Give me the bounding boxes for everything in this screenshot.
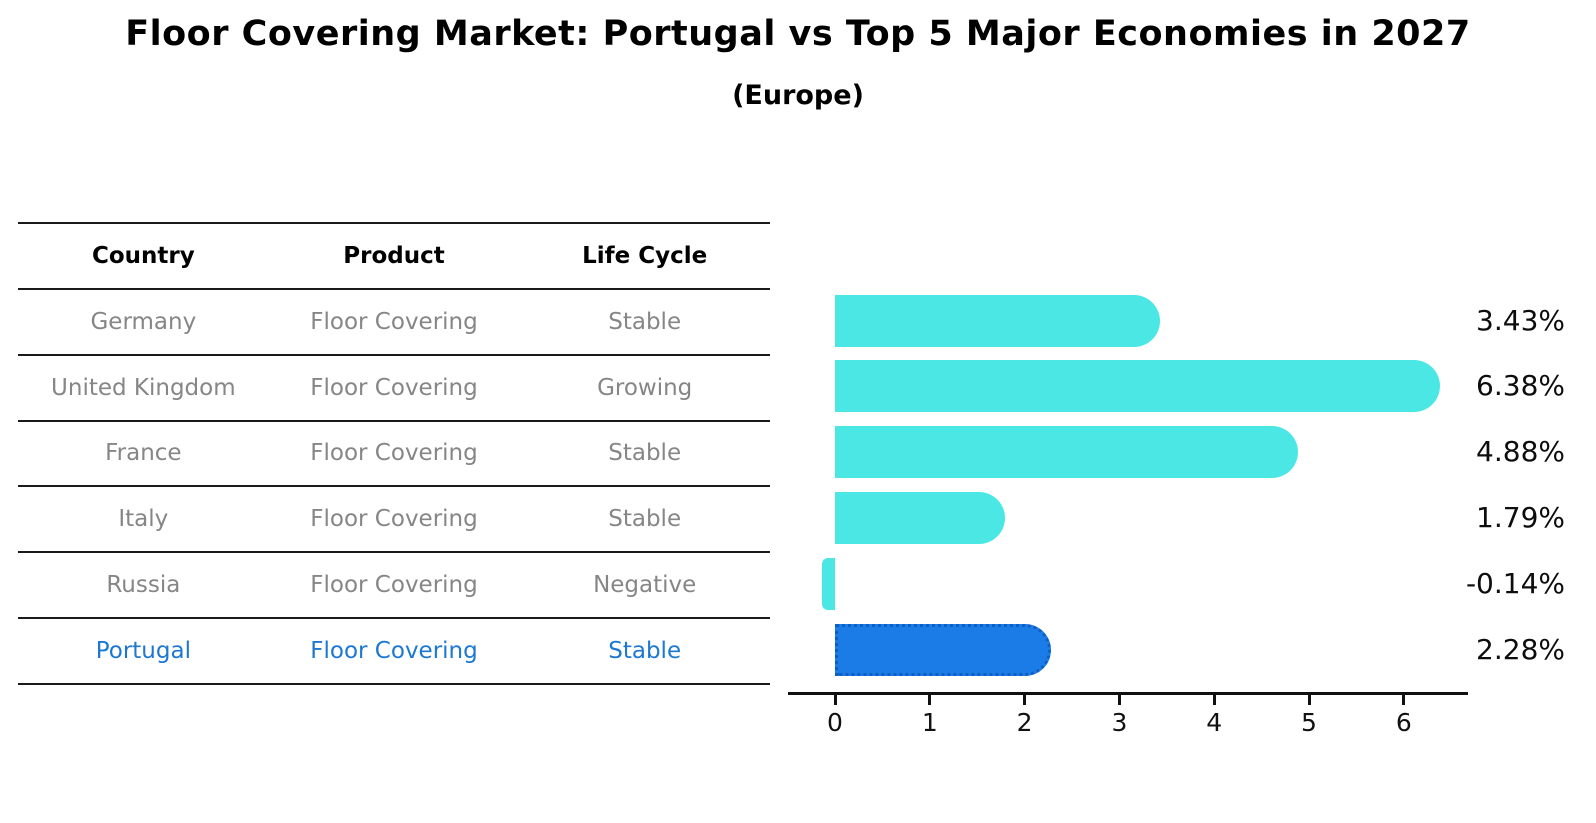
country-cell: Russia [106, 572, 181, 599]
x-tick-label: 6 [1395, 708, 1412, 737]
country-cell: Portugal [95, 637, 191, 664]
bar-united-kingdom [835, 360, 1440, 413]
x-tick-label: 1 [921, 708, 938, 737]
x-tick-mark [1307, 695, 1311, 705]
table-row: Russia Floor Covering Negative [18, 553, 770, 619]
country-cell: Germany [90, 308, 197, 335]
x-tick-label: 3 [1111, 708, 1128, 737]
product-cell: Floor Covering [310, 308, 478, 335]
value-label-united-kingdom: 6.38% [1476, 369, 1565, 403]
country-cell: France [105, 440, 182, 467]
product-cell: Floor Covering [310, 440, 478, 467]
table-row: United Kingdom Floor Covering Growing [18, 356, 770, 422]
value-label-portugal: 2.28% [1476, 632, 1565, 666]
product-cell: Floor Covering [310, 374, 478, 401]
page-subtitle: (Europe) [732, 80, 864, 111]
x-tick-label: 5 [1301, 708, 1317, 737]
life-cycle-cell: Stable [608, 440, 682, 467]
x-tick-mark [1117, 695, 1121, 705]
table-header-row: Country Product Life Cycle [18, 224, 770, 290]
life-cycle-cell: Stable [608, 637, 682, 664]
life-cycle-cell: Growing [597, 374, 693, 401]
life-cycle-cell: Negative [593, 572, 697, 599]
table-row: France Floor Covering Stable [18, 422, 770, 488]
table-row: Italy Floor Covering Stable [18, 487, 770, 554]
page-title: Floor Covering Market: Portugal vs Top 5… [125, 14, 1471, 54]
column-header-country: Country [91, 243, 195, 269]
bar-france [835, 426, 1298, 479]
column-header-product: Product [343, 243, 445, 269]
country-table: Country Product Life Cycle Germany Floor … [18, 222, 770, 685]
table-row: Germany Floor Covering Stable [18, 290, 770, 356]
bar-russia [821, 557, 835, 610]
x-tick-label: 0 [827, 708, 843, 737]
value-label-germany: 3.43% [1476, 303, 1565, 337]
bar-germany [835, 294, 1161, 347]
product-cell: Floor Covering [310, 506, 478, 533]
bar-italy [835, 491, 1005, 544]
value-label-italy: 1.79% [1476, 500, 1565, 534]
country-cell: Italy [118, 506, 169, 533]
life-cycle-cell: Stable [608, 308, 682, 335]
product-cell: Floor Covering [310, 637, 478, 664]
table-row: Portugal Floor Covering Stable [18, 619, 770, 685]
x-tick-label: 2 [1016, 708, 1033, 737]
x-tick-mark [1212, 695, 1216, 705]
bar-portugal [835, 623, 1052, 676]
x-axis-line [788, 692, 1468, 695]
x-tick-mark [928, 695, 932, 705]
life-cycle-cell: Stable [608, 506, 682, 533]
column-header-life-cycle: Life Cycle [582, 243, 708, 269]
x-tick-label: 4 [1206, 708, 1223, 737]
country-cell: United Kingdom [51, 374, 236, 401]
table-body: Germany Floor Covering Stable United Kingdo… [18, 290, 770, 685]
product-cell: Floor Covering [310, 572, 478, 599]
x-tick-mark [833, 695, 837, 705]
value-label-russia: -0.14% [1465, 566, 1565, 600]
x-tick-mark [1402, 695, 1406, 705]
x-tick-mark [1023, 695, 1027, 705]
value-label-france: 4.88% [1476, 435, 1565, 469]
